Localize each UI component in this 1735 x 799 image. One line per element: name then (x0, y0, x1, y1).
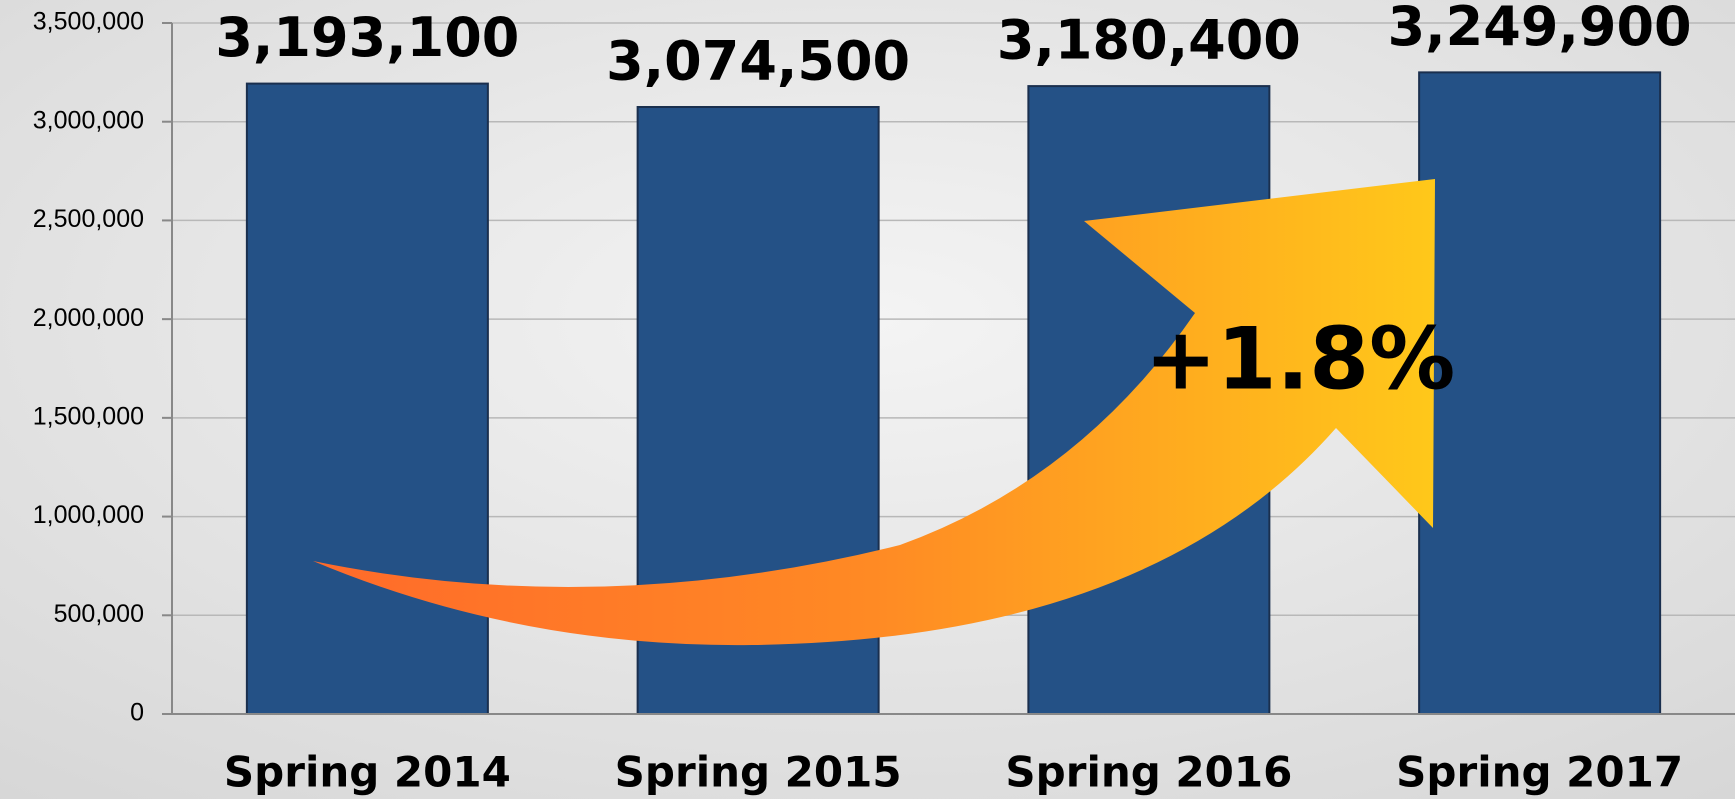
x-tick-label: Spring 2017 (1396, 748, 1683, 797)
y-tick-label: 3,000,000 (33, 106, 144, 134)
annotation: +1.8% (1145, 309, 1456, 409)
y-tick-label: 1,500,000 (33, 402, 144, 430)
bar (247, 84, 488, 714)
x-tick-label: Spring 2016 (1005, 748, 1292, 797)
y-tick-label: 2,000,000 (33, 304, 144, 332)
y-tick-label: 500,000 (54, 600, 144, 628)
y-tick-label: 0 (130, 699, 144, 727)
x-tick-label: Spring 2014 (224, 748, 511, 797)
y-tick-label: 1,000,000 (33, 501, 144, 529)
value-label: 3,193,100 (215, 6, 519, 69)
value-label: 3,180,400 (997, 9, 1301, 72)
y-tick-label: 3,500,000 (33, 8, 144, 36)
value-label: 3,249,900 (1388, 0, 1692, 58)
value-label: 3,074,500 (606, 30, 910, 93)
x-tick-label: Spring 2015 (615, 748, 902, 797)
y-tick-label: 2,500,000 (33, 205, 144, 233)
chart: +1.8% 0 500,000 1,000,000 1,500,000 2,000,00… (0, 0, 1735, 799)
